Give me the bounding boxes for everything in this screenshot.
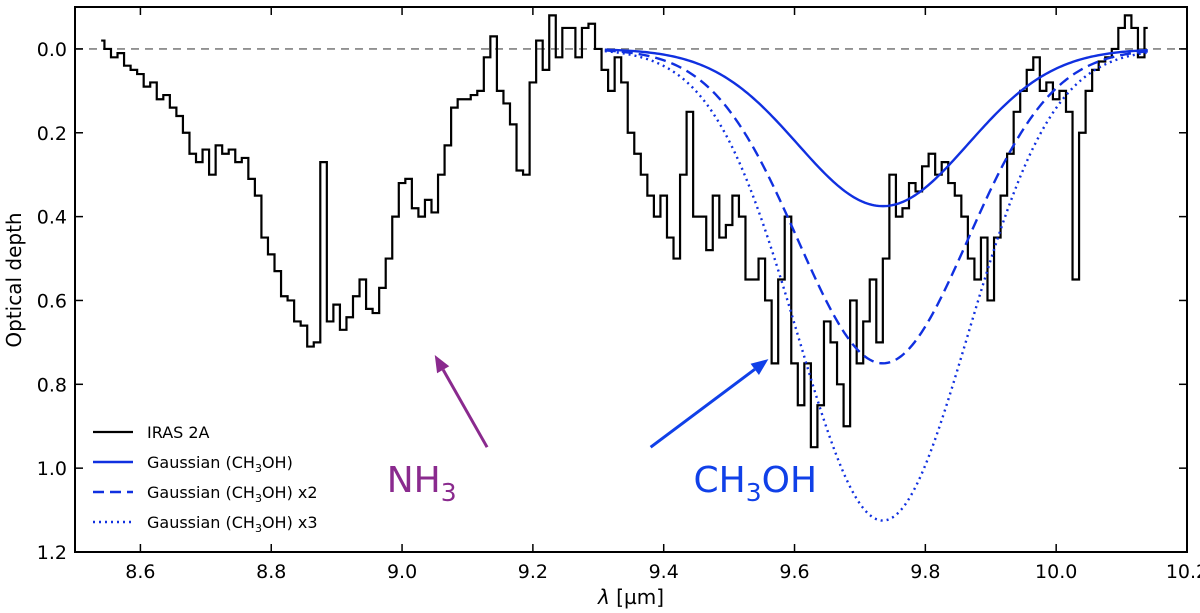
y-tick-label: 0.2 — [37, 123, 67, 145]
x-tick-label: 10.2 — [1166, 561, 1200, 583]
annotation-layer: NH3 CH3OH — [387, 354, 818, 507]
y-tick-label: 1.0 — [37, 458, 67, 480]
series-layer — [101, 14, 1148, 522]
y-axis-label: Optical depth — [2, 212, 26, 347]
nh3-arrow-head — [434, 354, 450, 374]
x-tick-label: 9.0 — [387, 561, 417, 583]
y-tick-label: 0.4 — [37, 207, 67, 229]
series-line-gaussian-ch3oh — [604, 48, 1148, 208]
x-tick-label: 9.6 — [779, 561, 809, 583]
y-tick-label: 0.8 — [37, 374, 67, 396]
ch3oh-label: CH3OH — [694, 460, 818, 507]
x-tick-label: 9.4 — [649, 561, 679, 583]
legend-label: Gaussian (CH3OH) — [147, 453, 293, 475]
legend-label: Gaussian (CH3OH) x2 — [147, 483, 318, 505]
plot-frame — [74, 6, 1188, 553]
series-line-gaussian-ch3oh-x3 — [604, 49, 1148, 522]
x-tick-label: 9.8 — [910, 561, 940, 583]
x-tick-label: 8.6 — [125, 561, 155, 583]
legend: IRAS 2A Gaussian (CH3OH) Gaussian (CH3OH) … — [93, 423, 318, 535]
ticks-layer: 8.6 8.8 9.0 9.2 9.4 9.6 9.8 10.0 10.2 0.0 0.2 0.4 0.… — [37, 7, 1200, 583]
nh3-label: NH3 — [387, 460, 457, 507]
ch3oh-arrow-shaft — [649, 368, 756, 449]
series-line-gaussian-ch3oh-x2 — [604, 49, 1148, 365]
legend-label: Gaussian (CH3OH) x3 — [147, 513, 318, 535]
x-tick-label: 9.2 — [518, 561, 548, 583]
legend-label: IRAS 2A — [147, 423, 210, 442]
y-tick-label: 0.6 — [37, 290, 67, 312]
x-tick-label: 10.0 — [1035, 561, 1077, 583]
series-line-iras-2a — [101, 14, 1148, 449]
x-axis-label: λ [µm] — [597, 585, 664, 609]
ch3oh-arrow-head — [750, 359, 769, 375]
nh3-arrow-shaft — [441, 369, 489, 448]
y-tick-label: 0.0 — [37, 39, 67, 61]
x-tick-label: 8.8 — [256, 561, 286, 583]
y-tick-label: 1.2 — [37, 542, 67, 564]
